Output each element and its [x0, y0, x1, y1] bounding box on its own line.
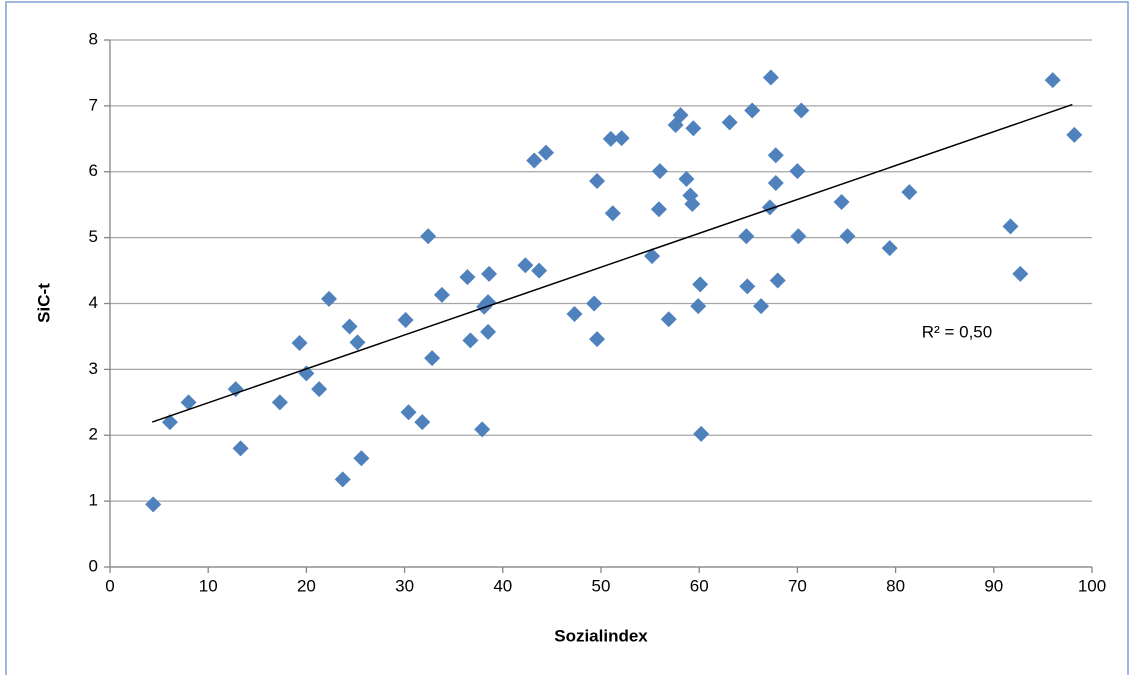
- y-tick-label: 7: [89, 95, 98, 114]
- data-point: [538, 144, 555, 161]
- x-tick-label: 40: [493, 576, 512, 595]
- r-squared-annotation: R² = 0,50: [922, 322, 992, 341]
- y-tick-label: 1: [89, 491, 98, 510]
- data-point: [692, 276, 709, 293]
- data-point: [462, 332, 479, 349]
- data-point: [232, 440, 249, 457]
- x-tick-label: 0: [105, 576, 114, 595]
- data-point: [424, 350, 441, 367]
- data-point: [349, 334, 366, 351]
- x-tick-label: 10: [199, 576, 218, 595]
- data-point: [839, 228, 856, 245]
- data-point: [480, 323, 497, 340]
- data-point: [685, 120, 702, 137]
- data-point: [459, 269, 476, 286]
- x-tick-label: 60: [690, 576, 709, 595]
- data-point: [1012, 265, 1029, 282]
- chart-frame: [5, 1, 1129, 675]
- x-tick-label: 80: [886, 576, 905, 595]
- data-point: [589, 331, 606, 348]
- data-point: [769, 272, 786, 289]
- data-point: [586, 295, 603, 312]
- y-tick-label: 8: [89, 29, 98, 48]
- data-point: [789, 163, 806, 180]
- y-axis-label: SiC-t: [34, 283, 53, 323]
- trendline: [151, 103, 1073, 423]
- data-point: [400, 404, 417, 421]
- data-point: [298, 365, 315, 382]
- data-point: [660, 311, 677, 328]
- data-point: [480, 294, 497, 311]
- data-point: [1066, 126, 1083, 143]
- data-point: [690, 298, 707, 315]
- x-tick-label: 70: [788, 576, 807, 595]
- data-point: [397, 311, 414, 328]
- data-point: [271, 394, 288, 411]
- data-point: [684, 196, 701, 213]
- data-point: [227, 381, 244, 398]
- data-point: [145, 496, 162, 513]
- data-point: [644, 248, 661, 265]
- data-point: [793, 102, 810, 119]
- data-point: [566, 306, 583, 323]
- data-point: [531, 262, 548, 279]
- data-point: [790, 228, 807, 245]
- data-point: [602, 130, 619, 147]
- data-point: [739, 278, 756, 295]
- data-point: [767, 174, 784, 191]
- y-tick-label: 6: [89, 161, 98, 180]
- data-point: [414, 414, 431, 431]
- data-point: [481, 265, 498, 282]
- data-point: [474, 421, 491, 438]
- y-tick-label: 0: [89, 556, 98, 575]
- data-point: [526, 152, 543, 169]
- data-point: [291, 335, 308, 352]
- data-point: [721, 114, 738, 131]
- x-axis-label: Sozialindex: [554, 626, 648, 645]
- data-point: [420, 228, 437, 245]
- data-point: [604, 205, 621, 222]
- y-tick-label: 5: [89, 227, 98, 246]
- data-point: [672, 107, 689, 124]
- data-point: [767, 147, 784, 164]
- data-point: [433, 286, 450, 303]
- data-point: [693, 425, 710, 442]
- data-point: [589, 172, 606, 189]
- data-point: [1044, 72, 1061, 89]
- data-point: [180, 394, 197, 411]
- data-point: [1002, 218, 1019, 235]
- data-point: [761, 199, 778, 216]
- data-point: [738, 228, 755, 245]
- data-point: [650, 201, 667, 218]
- data-point: [744, 102, 761, 119]
- y-tick-label: 2: [89, 425, 98, 444]
- y-tick-label: 3: [89, 359, 98, 378]
- data-point: [341, 318, 358, 335]
- data-point: [334, 471, 351, 488]
- data-point: [517, 257, 534, 274]
- data-point: [753, 298, 770, 315]
- x-tick-label: 50: [592, 576, 611, 595]
- data-point: [762, 69, 779, 86]
- x-tick-label: 30: [395, 576, 414, 595]
- x-tick-label: 20: [297, 576, 316, 595]
- data-point: [881, 240, 898, 257]
- data-point: [311, 381, 328, 398]
- data-point: [678, 170, 695, 187]
- y-tick-label: 4: [89, 293, 98, 312]
- data-point: [353, 450, 370, 467]
- x-tick-label: 90: [984, 576, 1003, 595]
- data-point: [833, 194, 850, 211]
- data-point: [613, 130, 630, 147]
- data-point: [320, 290, 337, 307]
- data-point: [901, 184, 918, 201]
- data-point: [651, 163, 668, 180]
- x-tick-label: 100: [1078, 576, 1106, 595]
